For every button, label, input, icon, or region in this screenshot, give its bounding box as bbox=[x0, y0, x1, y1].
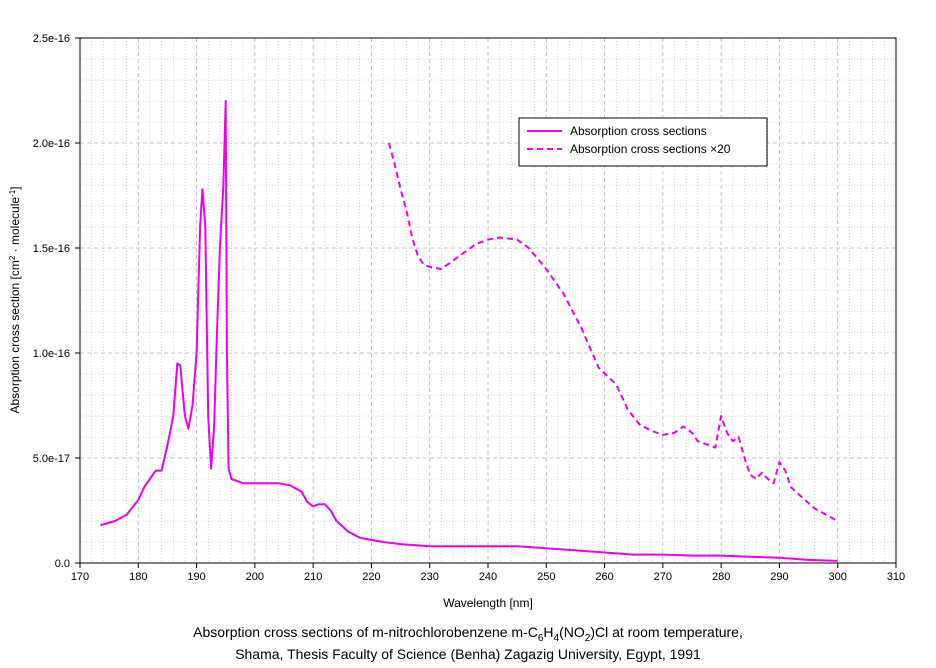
x-tick-label: 270 bbox=[654, 571, 672, 583]
legend-label-dashed: Absorption cross sections ×20 bbox=[570, 142, 731, 156]
x-axis: 170 180 190 200 210 220 230 240 250 260 270 280 290 3… bbox=[71, 563, 905, 583]
legend: Absorption cross sections Absorption cro… bbox=[518, 117, 768, 167]
y-tick-label: 2.0e-16 bbox=[33, 138, 70, 150]
x-tick-label: 290 bbox=[770, 571, 788, 583]
y-tick-label: 1.5e-16 bbox=[33, 243, 70, 255]
caption-line-2: Shama, Thesis Faculty of Science (Benha)… bbox=[235, 646, 701, 662]
legend-label-solid: Absorption cross sections bbox=[570, 124, 707, 138]
x-tick-label: 210 bbox=[304, 571, 322, 583]
grid bbox=[79, 37, 897, 564]
x-tick-label: 280 bbox=[712, 571, 730, 583]
x-tick-label: 250 bbox=[537, 571, 555, 583]
x-tick-label: 260 bbox=[595, 571, 613, 583]
x-tick-label: 180 bbox=[129, 571, 147, 583]
x-tick-label: 300 bbox=[829, 571, 847, 583]
y-tick-label: 0.0 bbox=[55, 558, 70, 570]
y-axis: 0.0 5.0e-17 1.0e-16 1.5e-16 2.0e-16 2.5e-16 bbox=[33, 33, 80, 570]
x-axis-title: Wavelength [nm] bbox=[443, 596, 533, 610]
series-line-dashed bbox=[387, 142, 839, 522]
x-tick-label: 190 bbox=[187, 571, 205, 583]
series-line-solid bbox=[100, 100, 838, 562]
x-tick-label: 200 bbox=[246, 571, 264, 583]
y-tick-label: 1.0e-16 bbox=[33, 348, 70, 360]
x-tick-label: 240 bbox=[479, 571, 497, 583]
y-tick-label: 5.0e-17 bbox=[33, 453, 70, 465]
x-tick-label: 170 bbox=[71, 571, 89, 583]
x-tick-label: 220 bbox=[362, 571, 380, 583]
caption-line-1: Absorption cross sections of m-nitrochlo… bbox=[193, 624, 743, 644]
x-tick-label: 230 bbox=[421, 571, 439, 583]
legend-box bbox=[518, 117, 768, 167]
y-tick-label: 2.5e-16 bbox=[33, 33, 70, 45]
y-axis-title: Absorption cross section [cm2 · molecule… bbox=[8, 186, 23, 413]
x-tick-label: 310 bbox=[887, 571, 905, 583]
series-lines bbox=[100, 100, 839, 562]
